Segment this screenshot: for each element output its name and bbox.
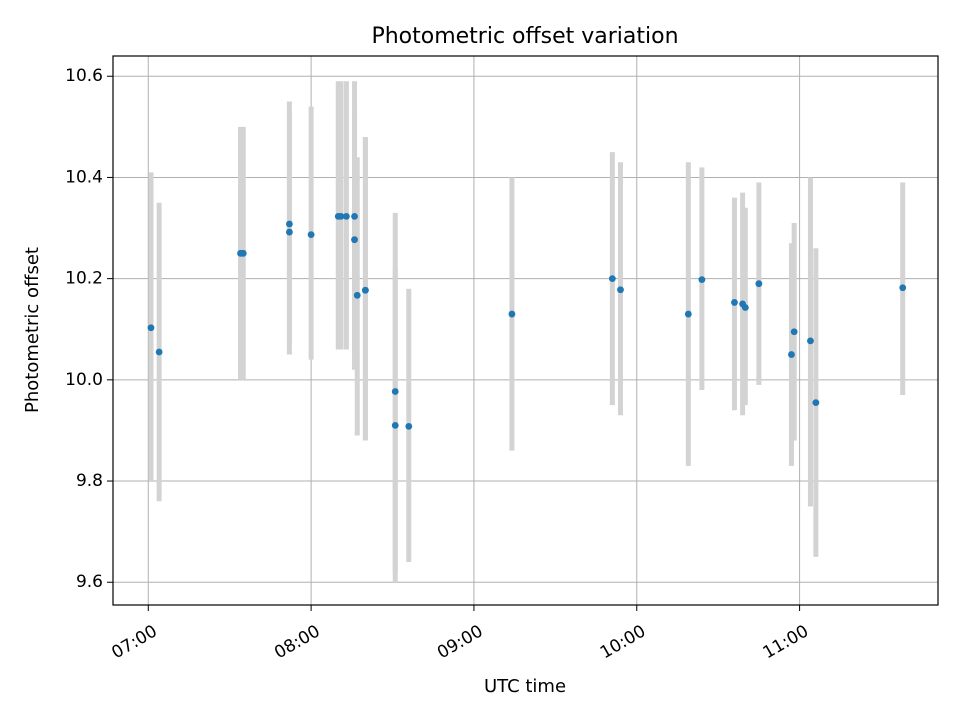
data-point bbox=[755, 280, 763, 288]
y-axis-ticks: 9.6 9.8 10.0 10.2 10.4 10.6 bbox=[65, 66, 113, 592]
x-axis-label: UTC time bbox=[484, 676, 566, 697]
y-tick-label: 9.6 bbox=[76, 572, 103, 592]
data-point bbox=[508, 310, 516, 318]
data-point bbox=[807, 337, 814, 345]
data-point bbox=[353, 291, 361, 299]
plot-area-frame bbox=[112, 55, 939, 606]
y-tick-label: 10.4 bbox=[65, 167, 103, 187]
data-point bbox=[788, 351, 795, 358]
y-tick-label: 10.6 bbox=[65, 66, 103, 86]
data-point bbox=[147, 324, 155, 332]
data-point bbox=[608, 275, 616, 283]
data-point bbox=[307, 231, 315, 239]
y-tick-label: 10.2 bbox=[65, 269, 103, 289]
data-point bbox=[361, 286, 369, 294]
data-point bbox=[812, 399, 820, 407]
data-point bbox=[239, 249, 247, 257]
data-point bbox=[351, 236, 358, 244]
data-point bbox=[741, 304, 749, 311]
data-point bbox=[285, 220, 293, 228]
data-point bbox=[684, 310, 692, 318]
data-point bbox=[337, 212, 345, 220]
y-tick-label: 10.0 bbox=[65, 370, 103, 390]
data-point bbox=[342, 212, 350, 220]
data-point bbox=[351, 212, 358, 220]
data-point bbox=[285, 228, 293, 236]
data-point bbox=[405, 422, 413, 430]
y-axis-label: Photometric offset bbox=[22, 247, 43, 413]
data-point bbox=[155, 348, 163, 356]
data-point bbox=[698, 276, 706, 284]
data-point bbox=[899, 284, 907, 292]
y-tick-label: 9.8 bbox=[76, 471, 103, 491]
data-point bbox=[391, 388, 399, 395]
data-point bbox=[731, 299, 738, 306]
data-point bbox=[617, 286, 624, 294]
data-points bbox=[147, 212, 907, 430]
data-point bbox=[790, 328, 798, 336]
data-point bbox=[391, 421, 399, 429]
chart-title: Photometric offset variation bbox=[371, 24, 678, 49]
